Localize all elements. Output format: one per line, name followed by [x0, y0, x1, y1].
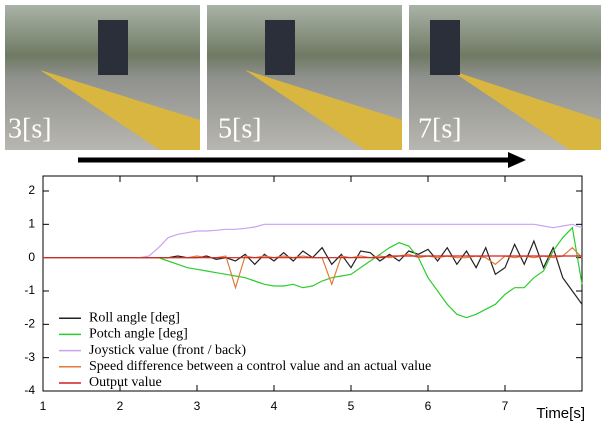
legend-label: Speed difference between a control value…	[89, 359, 431, 374]
legend-label: Output value	[89, 375, 162, 390]
figure: 3[s] 5[s] 7[s] Time[s] -4 -3 -2 -1 0 1 2 1 2 3 4 5 6…	[0, 0, 601, 425]
x-tick-label: 5	[348, 399, 355, 413]
photo-label: 7[s]	[418, 113, 462, 144]
y-tick-label: -3	[24, 350, 35, 364]
legend-label: Potch angle [deg]	[89, 327, 188, 342]
y-tick-label: 2	[28, 183, 35, 197]
x-tick-label: 2	[117, 399, 124, 413]
x-tick-label: 1	[40, 399, 47, 413]
photo-label: 5[s]	[218, 113, 262, 144]
y-tick-label: 0	[28, 250, 35, 264]
series-line	[43, 241, 582, 304]
legend-label: Roll angle [deg]	[89, 310, 180, 325]
y-tick-label: -1	[24, 283, 35, 297]
y-tick-label: -2	[24, 317, 35, 331]
series-line	[43, 248, 582, 288]
x-tick-label: 4	[271, 399, 278, 413]
x-tick-label: 7	[502, 399, 509, 413]
series-line	[43, 224, 582, 257]
x-tick-label: 6	[425, 399, 432, 413]
time-arrow	[78, 152, 526, 168]
x-tick-label: 3	[194, 399, 201, 413]
y-tick-label: -4	[24, 383, 35, 397]
y-tick-label: 1	[28, 217, 35, 231]
page: 3[s] 5[s] 7[s] Time[s] -4 -3 -2 -1 0 1 2 1 2 3 4 5 6…	[0, 0, 601, 425]
legend-label: Joystick value (front / back)	[89, 343, 246, 358]
photo-label: 3[s]	[8, 113, 52, 144]
series-line	[43, 228, 582, 318]
x-axis-label: Time[s]	[536, 405, 585, 422]
